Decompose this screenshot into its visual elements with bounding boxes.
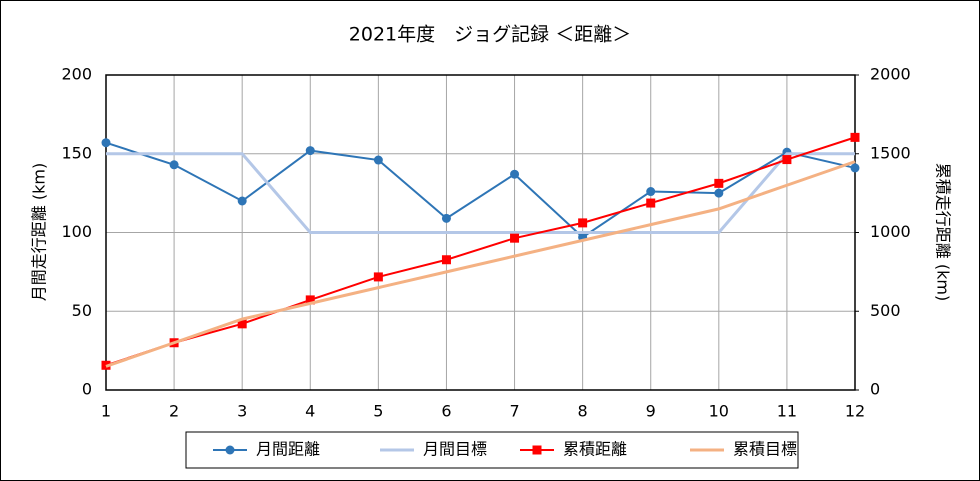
point — [510, 169, 520, 179]
point — [850, 132, 860, 142]
series-line — [105, 141, 856, 239]
x-tick-label: 12 — [845, 402, 865, 421]
x-tick-label: 5 — [373, 402, 383, 421]
legend-label: 月間距離 — [256, 440, 320, 459]
y2-tick-label: 2000 — [870, 65, 911, 84]
point — [373, 155, 383, 165]
point — [646, 198, 656, 208]
y-tick-label: 200 — [61, 65, 92, 84]
point — [714, 178, 724, 188]
y2-tick-label: 0 — [870, 380, 880, 399]
x-tick-label: 9 — [646, 402, 656, 421]
chart-title: 2021年度 ジョグ記録 ＜距離＞ — [349, 24, 631, 46]
legend-label: 累積目標 — [733, 440, 797, 459]
point — [305, 295, 315, 305]
point — [850, 163, 860, 173]
y2-tick-label: 1000 — [870, 222, 911, 241]
point — [169, 160, 179, 170]
series-line — [105, 160, 856, 368]
x-tick-label: 10 — [709, 402, 729, 421]
series-line — [105, 136, 856, 367]
legend-label: 月間目標 — [423, 440, 487, 459]
point — [510, 233, 520, 243]
y-tick-label: 100 — [61, 222, 92, 241]
x-tick-label: 3 — [237, 402, 247, 421]
y-tick-label: 150 — [61, 143, 92, 162]
y2-axis-label: 累積走行距離 (km) — [934, 163, 953, 301]
y-tick-label: 0 — [82, 380, 92, 399]
y2-tick-label: 500 — [870, 301, 901, 320]
series-line — [106, 152, 855, 234]
legend-marker — [225, 445, 235, 455]
x-tick-label: 11 — [777, 402, 797, 421]
point — [578, 218, 588, 228]
point — [441, 255, 451, 265]
point — [714, 188, 724, 198]
point — [646, 187, 656, 197]
x-tick-label: 2 — [169, 402, 179, 421]
x-tick-label: 4 — [305, 402, 315, 421]
x-tick-label: 8 — [578, 402, 588, 421]
legend-label: 累積距離 — [563, 440, 627, 459]
x-tick-label: 1 — [101, 402, 111, 421]
y2-tick-label: 1500 — [870, 143, 911, 162]
point — [305, 146, 315, 156]
y-axis-label: 月間走行距離 (km) — [30, 163, 49, 301]
point — [782, 155, 792, 165]
point — [237, 196, 247, 206]
y-tick-label: 50 — [72, 301, 92, 320]
point — [373, 272, 383, 282]
x-tick-label: 6 — [441, 402, 451, 421]
point — [441, 213, 451, 223]
point — [237, 319, 247, 329]
legend-marker — [532, 445, 542, 455]
point — [101, 138, 111, 148]
x-tick-label: 7 — [509, 402, 519, 421]
